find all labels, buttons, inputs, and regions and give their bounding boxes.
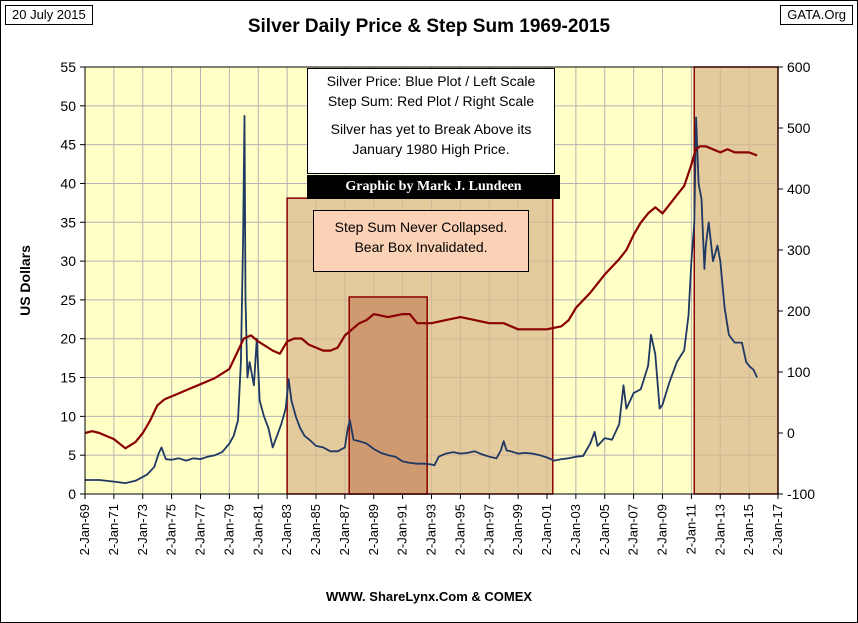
legend-note-box: Silver Price: Blue Plot / Left Scale Ste… bbox=[307, 68, 555, 174]
step-note-line-2: Bear Box Invalidated. bbox=[354, 239, 488, 255]
x-tick-label: 2-Jan-73 bbox=[135, 504, 150, 555]
x-tick-label: 2-Jan-71 bbox=[106, 504, 121, 555]
x-tick-label: 2-Jan-87 bbox=[337, 504, 352, 555]
inner-bear-box bbox=[348, 296, 428, 495]
x-tick-label: 2-Jan-03 bbox=[568, 504, 583, 555]
comment-line-2: January 1980 High Price. bbox=[352, 141, 510, 157]
x-tick-label: 2-Jan-01 bbox=[539, 504, 554, 555]
x-tick-label: 2-Jan-17 bbox=[770, 504, 785, 555]
stepsum-line bbox=[84, 145, 758, 450]
x-tick-label: 2-Jan-95 bbox=[452, 504, 467, 555]
y-tick-label: 40 bbox=[60, 175, 76, 191]
x-tick-label: 2-Jan-83 bbox=[279, 504, 294, 555]
y-axis-title: US Dollars bbox=[17, 245, 33, 316]
x-tick-label: 2-Jan-91 bbox=[395, 504, 410, 555]
y2-tick-label: 100 bbox=[787, 364, 811, 380]
y-tick-label: 50 bbox=[60, 98, 76, 114]
x-tick-label: 2-Jan-93 bbox=[424, 504, 439, 555]
chart-title: Silver Daily Price & Step Sum 1969-2015 bbox=[247, 16, 611, 37]
x-tick-label: 2-Jan-07 bbox=[626, 504, 641, 555]
y-tick-label: 30 bbox=[60, 253, 76, 269]
x-tick-label: 2-Jan-75 bbox=[164, 504, 179, 555]
x-tick-label: 2-Jan-79 bbox=[221, 504, 236, 555]
y2-tick-label: 500 bbox=[787, 120, 811, 136]
x-tick-label: 2-Jan-97 bbox=[481, 504, 496, 555]
y-tick-label: 25 bbox=[60, 292, 76, 308]
date-label: 20 July 2015 bbox=[5, 5, 93, 25]
x-tick-label: 2-Jan-69 bbox=[77, 504, 92, 555]
x-tick-label: 2-Jan-99 bbox=[510, 504, 525, 555]
x-tick-label: 2-Jan-13 bbox=[712, 504, 727, 555]
y2-tick-label: 400 bbox=[787, 181, 811, 197]
credit-banner: Graphic by Mark J. Lundeen bbox=[307, 175, 560, 199]
legend-line-price: Silver Price: Blue Plot / Left Scale bbox=[326, 73, 536, 89]
y-tick-label: 15 bbox=[60, 370, 76, 386]
x-tick-label: 2-Jan-81 bbox=[250, 504, 265, 555]
x-tick-label: 2-Jan-11 bbox=[683, 504, 698, 554]
y2-tick-label: 200 bbox=[787, 303, 811, 319]
legend-line-stepsum: Step Sum: Red Plot / Right Scale bbox=[327, 93, 535, 109]
x-tick-label: 2-Jan-15 bbox=[741, 504, 756, 555]
y-tick-label: 5 bbox=[68, 447, 76, 463]
y-tick-label: 0 bbox=[68, 486, 76, 502]
x-tick-label: 2-Jan-85 bbox=[308, 504, 323, 555]
y2-tick-label: 600 bbox=[787, 59, 811, 75]
bear-box bbox=[693, 66, 779, 495]
y-tick-label: 20 bbox=[60, 331, 76, 347]
axes: 0 5 10 15 20 25 30 35 40 45 50 55 -100 0 100 200 300 400 5… bbox=[17, 59, 815, 555]
x-tick-label: 2-Jan-77 bbox=[193, 504, 208, 555]
step-sum-note: Step Sum Never Collapsed. Bear Box Inval… bbox=[313, 210, 529, 272]
y-tick-label: 10 bbox=[60, 408, 76, 424]
x-tick-label: 2-Jan-89 bbox=[366, 504, 381, 555]
y-tick-label: 55 bbox=[60, 59, 76, 75]
y-tick-label: 35 bbox=[60, 214, 76, 230]
comment-line-1: Silver has yet to Break Above its bbox=[330, 121, 532, 137]
source-label: GATA.Org bbox=[780, 5, 853, 25]
step-note-line-1: Step Sum Never Collapsed. bbox=[334, 219, 508, 235]
x-tick-label: 2-Jan-09 bbox=[655, 504, 670, 555]
series bbox=[84, 115, 758, 485]
y2-tick-label: 300 bbox=[787, 242, 811, 258]
x-tick-label: 2-Jan-05 bbox=[597, 504, 612, 555]
source-footer: WWW. ShareLynx.Com & COMEX bbox=[325, 589, 533, 604]
y2-tick-label: 0 bbox=[787, 425, 795, 441]
y2-tick-label: -100 bbox=[787, 486, 815, 502]
y-tick-label: 45 bbox=[60, 137, 76, 153]
price-line bbox=[85, 115, 758, 485]
